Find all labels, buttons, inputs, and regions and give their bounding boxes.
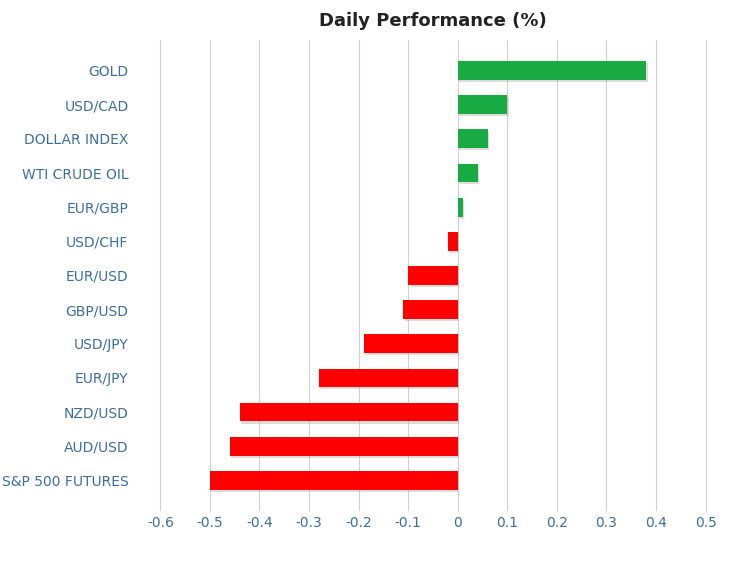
Bar — [458, 61, 646, 80]
Bar — [404, 300, 458, 319]
Bar — [404, 302, 459, 321]
Bar — [459, 63, 648, 82]
Bar — [458, 164, 477, 182]
Bar — [448, 232, 458, 250]
Bar — [319, 369, 458, 387]
Bar — [459, 132, 489, 151]
Bar — [410, 268, 459, 287]
Bar — [239, 403, 458, 421]
Bar — [459, 200, 464, 219]
Bar — [459, 166, 479, 185]
Bar — [458, 198, 462, 216]
Bar — [212, 473, 459, 492]
Title: Daily Performance (%): Daily Performance (%) — [319, 12, 547, 30]
Bar — [408, 266, 458, 285]
Bar — [231, 439, 459, 458]
Bar — [230, 437, 458, 456]
Bar — [364, 335, 458, 353]
Bar — [459, 97, 509, 116]
Bar — [241, 405, 459, 424]
Bar — [450, 234, 459, 253]
Bar — [365, 336, 459, 355]
Bar — [210, 471, 458, 490]
Bar — [321, 370, 459, 390]
Bar — [458, 130, 487, 148]
Bar — [458, 95, 508, 114]
